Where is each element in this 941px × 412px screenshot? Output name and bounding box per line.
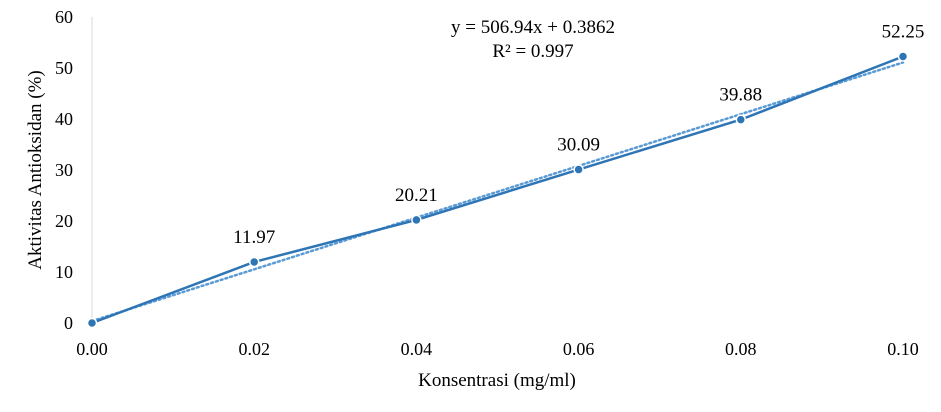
- y-axis-title: Aktivitas Antioksidan (%): [25, 70, 46, 269]
- x-tick-label: 0.06: [563, 339, 595, 359]
- x-axis-title: Konsentrasi (mg/ml): [418, 370, 576, 391]
- trendline-r-squared: R² = 0.997: [492, 41, 573, 62]
- x-tick-label: 0.02: [238, 339, 270, 359]
- x-tick-labels: 0.00 0.02 0.04 0.06 0.08 0.10: [76, 339, 919, 359]
- trendline-equation: y = 506.94x + 0.3862: [451, 17, 615, 38]
- data-point: [897, 51, 909, 62]
- data-points: [86, 51, 909, 329]
- data-point: [411, 214, 422, 226]
- y-tick-labels: 0 10 20 30 40 50 60: [55, 7, 73, 333]
- x-tick-label: 0.08: [725, 339, 757, 359]
- data-labels: 11.97 20.21 30.09 39.88 52.25: [233, 22, 924, 248]
- y-tick-label: 50: [55, 58, 73, 78]
- data-point: [248, 256, 260, 268]
- x-tick-label: 0.04: [401, 339, 433, 359]
- data-label: 39.88: [719, 85, 762, 106]
- data-point: [573, 164, 584, 175]
- x-tick-label: 0.00: [76, 339, 108, 359]
- x-tick-label: 0.10: [887, 339, 919, 359]
- y-tick-label: 10: [55, 262, 73, 282]
- y-tick-label: 30: [55, 160, 73, 180]
- y-tick-label: 40: [55, 109, 73, 129]
- y-tick-label: 20: [55, 211, 73, 231]
- data-label: 20.21: [395, 185, 438, 206]
- trendline: [90, 61, 905, 323]
- data-point: [735, 114, 747, 125]
- data-label: 11.97: [233, 227, 275, 248]
- data-point: [86, 317, 98, 329]
- y-tick-label: 0: [64, 313, 73, 333]
- data-label: 30.09: [557, 135, 600, 156]
- y-tick-label: 60: [55, 7, 73, 27]
- data-label: 52.25: [882, 22, 925, 43]
- series-line: [91, 55, 904, 325]
